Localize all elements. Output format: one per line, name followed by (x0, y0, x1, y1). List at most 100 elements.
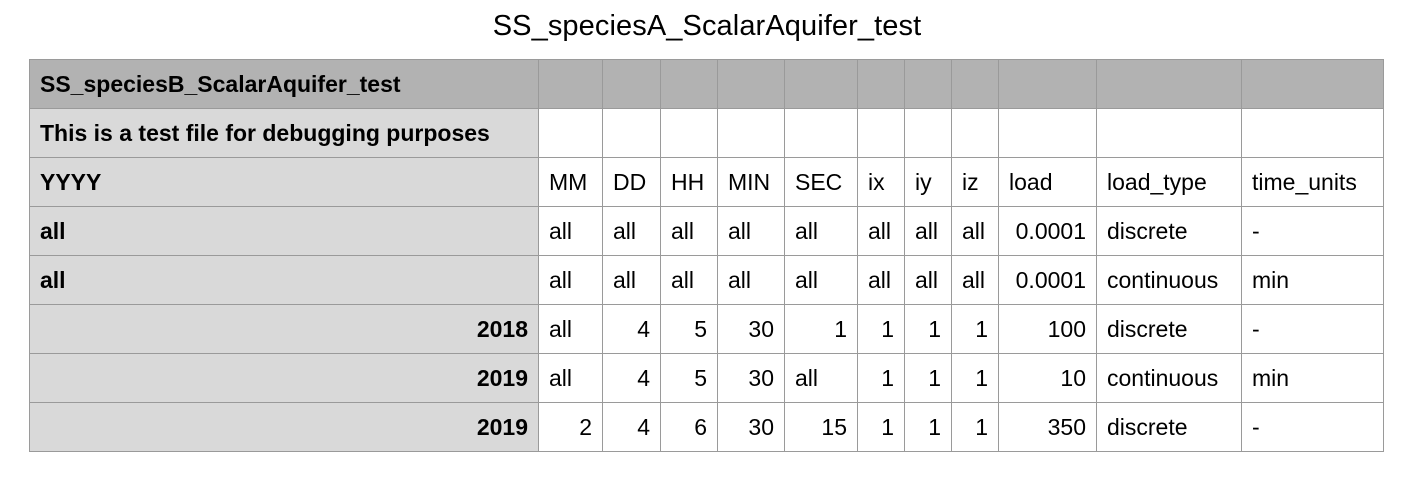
cell-time-units: min (1241, 255, 1384, 305)
cell-mm: all (538, 353, 603, 403)
cell-ix: 1 (857, 353, 905, 403)
cell-yyyy: This is a test file for debugging purpos… (29, 108, 539, 158)
cell-mm (538, 59, 603, 109)
cell-min (717, 59, 785, 109)
cell-load-type (1096, 108, 1242, 158)
cell-load-type (1096, 59, 1242, 109)
cell-load (998, 59, 1097, 109)
cell-ix: 1 (857, 402, 905, 452)
cell-iy: iy (904, 157, 952, 207)
cell-yyyy: all (29, 255, 539, 305)
cell-hh: all (660, 206, 718, 256)
cell-min (717, 108, 785, 158)
cell-iz: 1 (951, 304, 999, 354)
cell-ix (857, 59, 905, 109)
cell-dd (602, 108, 661, 158)
cell-ix: all (857, 255, 905, 305)
cell-sec: all (784, 255, 858, 305)
cell-load: load (998, 157, 1097, 207)
cell-min: 30 (717, 353, 785, 403)
table-row: YYYY MM DD HH MIN SEC ix iy iz load load_type time_… (29, 157, 1384, 207)
cell-yyyy: 2018 (29, 304, 539, 354)
cell-iy: all (904, 255, 952, 305)
cell-dd: DD (602, 157, 661, 207)
cell-load-type: continuous (1096, 353, 1242, 403)
data-table: SS_speciesB_ScalarAquifer_test This is a … (29, 59, 1384, 452)
cell-time-units: - (1241, 402, 1384, 452)
cell-iy: 1 (904, 402, 952, 452)
cell-dd: all (602, 206, 661, 256)
cell-hh: HH (660, 157, 718, 207)
cell-iz (951, 108, 999, 158)
cell-ix: ix (857, 157, 905, 207)
cell-load (998, 108, 1097, 158)
table-row: SS_speciesB_ScalarAquifer_test (29, 59, 1384, 109)
cell-mm: MM (538, 157, 603, 207)
cell-time-units (1241, 108, 1384, 158)
cell-ix: 1 (857, 304, 905, 354)
cell-time-units: - (1241, 304, 1384, 354)
cell-load-type: discrete (1096, 304, 1242, 354)
cell-mm: all (538, 304, 603, 354)
table-row: 2019 all 4 5 30 all 1 1 1 10 continuous min (29, 353, 1384, 403)
table-row: 2019 2 4 6 30 15 1 1 1 350 discrete - (29, 402, 1384, 452)
cell-sec: all (784, 353, 858, 403)
cell-dd: 4 (602, 304, 661, 354)
cell-mm: all (538, 206, 603, 256)
cell-dd: all (602, 255, 661, 305)
cell-yyyy: 2019 (29, 353, 539, 403)
cell-load: 0.0001 (998, 206, 1097, 256)
cell-hh: 5 (660, 304, 718, 354)
cell-load: 0.0001 (998, 255, 1097, 305)
cell-iz: 1 (951, 353, 999, 403)
cell-min: all (717, 255, 785, 305)
cell-mm (538, 108, 603, 158)
cell-iz (951, 59, 999, 109)
cell-sec (784, 108, 858, 158)
cell-load: 350 (998, 402, 1097, 452)
cell-ix (857, 108, 905, 158)
cell-yyyy: 2019 (29, 402, 539, 452)
cell-iy: all (904, 206, 952, 256)
cell-sec: 1 (784, 304, 858, 354)
cell-time-units: - (1241, 206, 1384, 256)
cell-min: all (717, 206, 785, 256)
cell-mm: 2 (538, 402, 603, 452)
cell-load: 10 (998, 353, 1097, 403)
page-title: SS_speciesA_ScalarAquifer_test (492, 10, 922, 42)
cell-min: MIN (717, 157, 785, 207)
cell-sec: 15 (784, 402, 858, 452)
cell-yyyy: YYYY (29, 157, 539, 207)
cell-iz: 1 (951, 402, 999, 452)
cell-hh: all (660, 255, 718, 305)
cell-hh: 5 (660, 353, 718, 403)
cell-load-type: continuous (1096, 255, 1242, 305)
cell-sec (784, 59, 858, 109)
cell-yyyy: all (29, 206, 539, 256)
cell-hh (660, 59, 718, 109)
cell-mm: all (538, 255, 603, 305)
table-row: all all all all all all all all all 0.0001 discret… (29, 206, 1384, 256)
cell-ix: all (857, 206, 905, 256)
cell-hh (660, 108, 718, 158)
cell-min: 30 (717, 304, 785, 354)
cell-dd: 4 (602, 353, 661, 403)
cell-load-type: load_type (1096, 157, 1242, 207)
cell-iy: 1 (904, 353, 952, 403)
cell-min: 30 (717, 402, 785, 452)
table-row: This is a test file for debugging purpos… (29, 108, 1384, 158)
cell-time-units: time_units (1241, 157, 1384, 207)
cell-dd (602, 59, 661, 109)
cell-yyyy: SS_speciesB_ScalarAquifer_test (29, 59, 539, 109)
cell-iz: all (951, 206, 999, 256)
cell-iz: all (951, 255, 999, 305)
table-row: 2018 all 4 5 30 1 1 1 1 100 discrete - (29, 304, 1384, 354)
cell-load-type: discrete (1096, 402, 1242, 452)
cell-time-units (1241, 59, 1384, 109)
table-row: all all all all all all all all all 0.0001 continu… (29, 255, 1384, 305)
cell-hh: 6 (660, 402, 718, 452)
cell-sec: all (784, 206, 858, 256)
cell-iz: iz (951, 157, 999, 207)
cell-dd: 4 (602, 402, 661, 452)
cell-iy: 1 (904, 304, 952, 354)
